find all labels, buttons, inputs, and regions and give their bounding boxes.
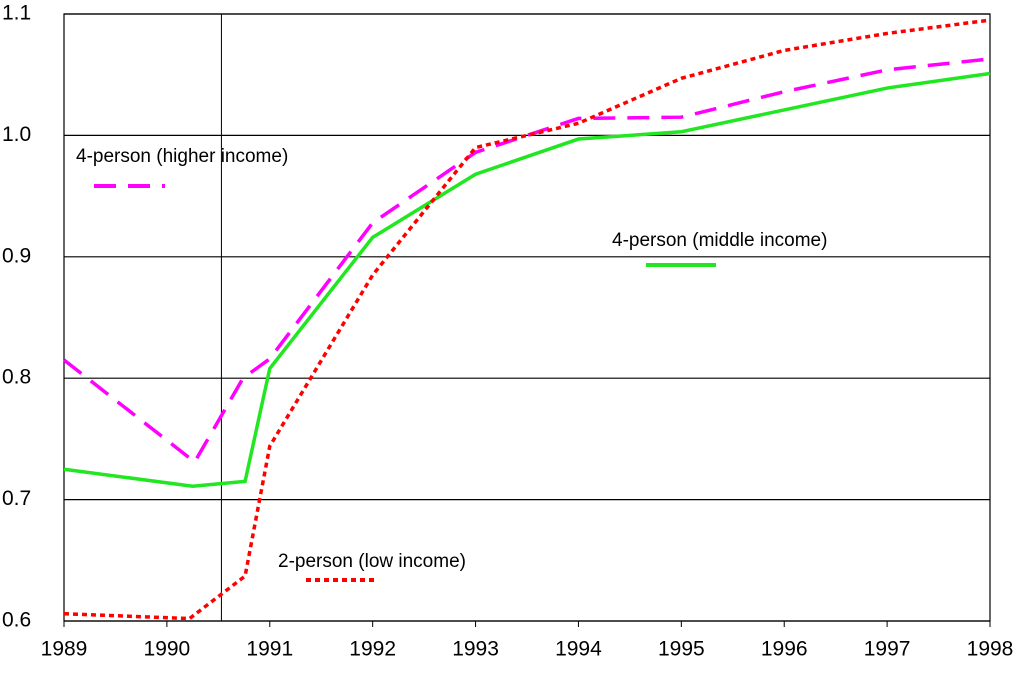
x-tick-label: 1994 [555, 638, 602, 661]
y-tick-label: 0.8 [2, 366, 31, 389]
plot-border [63, 13, 991, 622]
x-tick-label: 1997 [864, 638, 911, 661]
series-line [62, 57, 991, 465]
legend-label: 4-person (higher income) [76, 146, 288, 167]
y-tick-label: 1.1 [2, 2, 31, 25]
x-tick-label: 1996 [761, 638, 808, 661]
x-tick-label: 1989 [41, 638, 88, 661]
legend-label: 4-person (middle income) [612, 230, 827, 251]
x-tick-label: 1995 [658, 638, 705, 661]
x-tick-label: 1998 [967, 638, 1014, 661]
series-line [63, 71, 991, 489]
x-tick-label: 1991 [246, 638, 293, 661]
y-tick-label: 1.0 [2, 123, 31, 146]
series-line [63, 18, 991, 621]
x-tick-label: 1990 [144, 638, 191, 661]
x-tick-label: 1992 [349, 638, 396, 661]
x-tick-label: 1993 [452, 638, 499, 661]
y-tick-label: 0.9 [2, 244, 31, 267]
legend-label: 2-person (low income) [278, 551, 466, 572]
y-tick-label: 0.7 [2, 487, 31, 510]
y-tick-label: 0.6 [2, 609, 31, 632]
